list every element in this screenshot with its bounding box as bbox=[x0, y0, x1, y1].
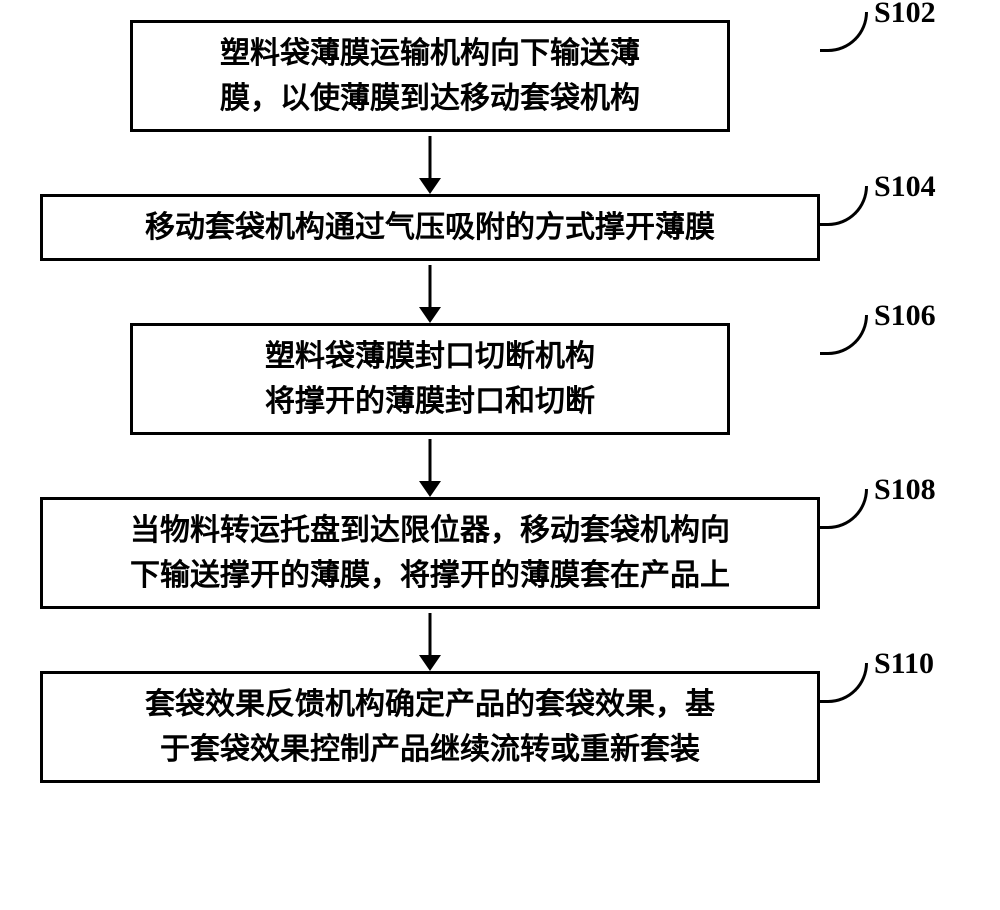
step-box: 塑料袋薄膜封口切断机构将撑开的薄膜封口和切断 bbox=[130, 323, 730, 435]
step-text-line: 于套袋效果控制产品继续流转或重新套装 bbox=[160, 727, 700, 772]
arrow-down-icon bbox=[40, 261, 820, 323]
flow-step: 当物料转运托盘到达限位器，移动套袋机构向下输送撑开的薄膜，将撑开的薄膜套在产品上… bbox=[40, 497, 960, 609]
flow-step: 塑料袋薄膜运输机构向下输送薄膜，以使薄膜到达移动套袋机构S102 bbox=[40, 20, 960, 132]
connector-curve bbox=[820, 489, 868, 529]
step-label-connector: S110 bbox=[820, 665, 934, 703]
connector-curve bbox=[820, 12, 868, 52]
step-text-line: 当物料转运托盘到达限位器，移动套袋机构向 bbox=[130, 508, 730, 553]
step-box: 套袋效果反馈机构确定产品的套袋效果，基于套袋效果控制产品继续流转或重新套装 bbox=[40, 671, 820, 783]
step-id-label: S104 bbox=[874, 170, 936, 204]
step-text-line: 将撑开的薄膜封口和切断 bbox=[265, 379, 595, 424]
flow-step: 套袋效果反馈机构确定产品的套袋效果，基于套袋效果控制产品继续流转或重新套装S11… bbox=[40, 671, 960, 783]
flowchart: 塑料袋薄膜运输机构向下输送薄膜，以使薄膜到达移动套袋机构S102 移动套袋机构通… bbox=[40, 20, 960, 783]
flow-step: 移动套袋机构通过气压吸附的方式撑开薄膜S104 bbox=[40, 194, 960, 261]
step-id-label: S106 bbox=[874, 299, 936, 333]
step-text-line: 塑料袋薄膜运输机构向下输送薄 bbox=[220, 31, 640, 76]
connector-curve bbox=[820, 315, 868, 355]
step-text-line: 塑料袋薄膜封口切断机构 bbox=[265, 334, 595, 379]
step-label-connector: S108 bbox=[820, 491, 936, 529]
flow-step: 塑料袋薄膜封口切断机构将撑开的薄膜封口和切断S106 bbox=[40, 323, 960, 435]
step-id-label: S110 bbox=[874, 647, 934, 681]
step-box: 移动套袋机构通过气压吸附的方式撑开薄膜 bbox=[40, 194, 820, 261]
step-text-line: 膜，以使薄膜到达移动套袋机构 bbox=[220, 76, 640, 121]
step-box: 塑料袋薄膜运输机构向下输送薄膜，以使薄膜到达移动套袋机构 bbox=[130, 20, 730, 132]
step-label-connector: S106 bbox=[820, 317, 936, 355]
connector-curve bbox=[820, 186, 868, 226]
arrow-down-icon bbox=[40, 435, 820, 497]
step-box: 当物料转运托盘到达限位器，移动套袋机构向下输送撑开的薄膜，将撑开的薄膜套在产品上 bbox=[40, 497, 820, 609]
step-text-line: 移动套袋机构通过气压吸附的方式撑开薄膜 bbox=[145, 205, 715, 250]
arrow-down-icon bbox=[40, 609, 820, 671]
arrow-down-icon bbox=[40, 132, 820, 194]
step-text-line: 套袋效果反馈机构确定产品的套袋效果，基 bbox=[145, 682, 715, 727]
step-label-connector: S104 bbox=[820, 188, 936, 226]
step-id-label: S108 bbox=[874, 473, 936, 507]
step-id-label: S102 bbox=[874, 0, 936, 30]
step-label-connector: S102 bbox=[820, 14, 936, 52]
connector-curve bbox=[820, 663, 868, 703]
step-text-line: 下输送撑开的薄膜，将撑开的薄膜套在产品上 bbox=[130, 553, 730, 598]
